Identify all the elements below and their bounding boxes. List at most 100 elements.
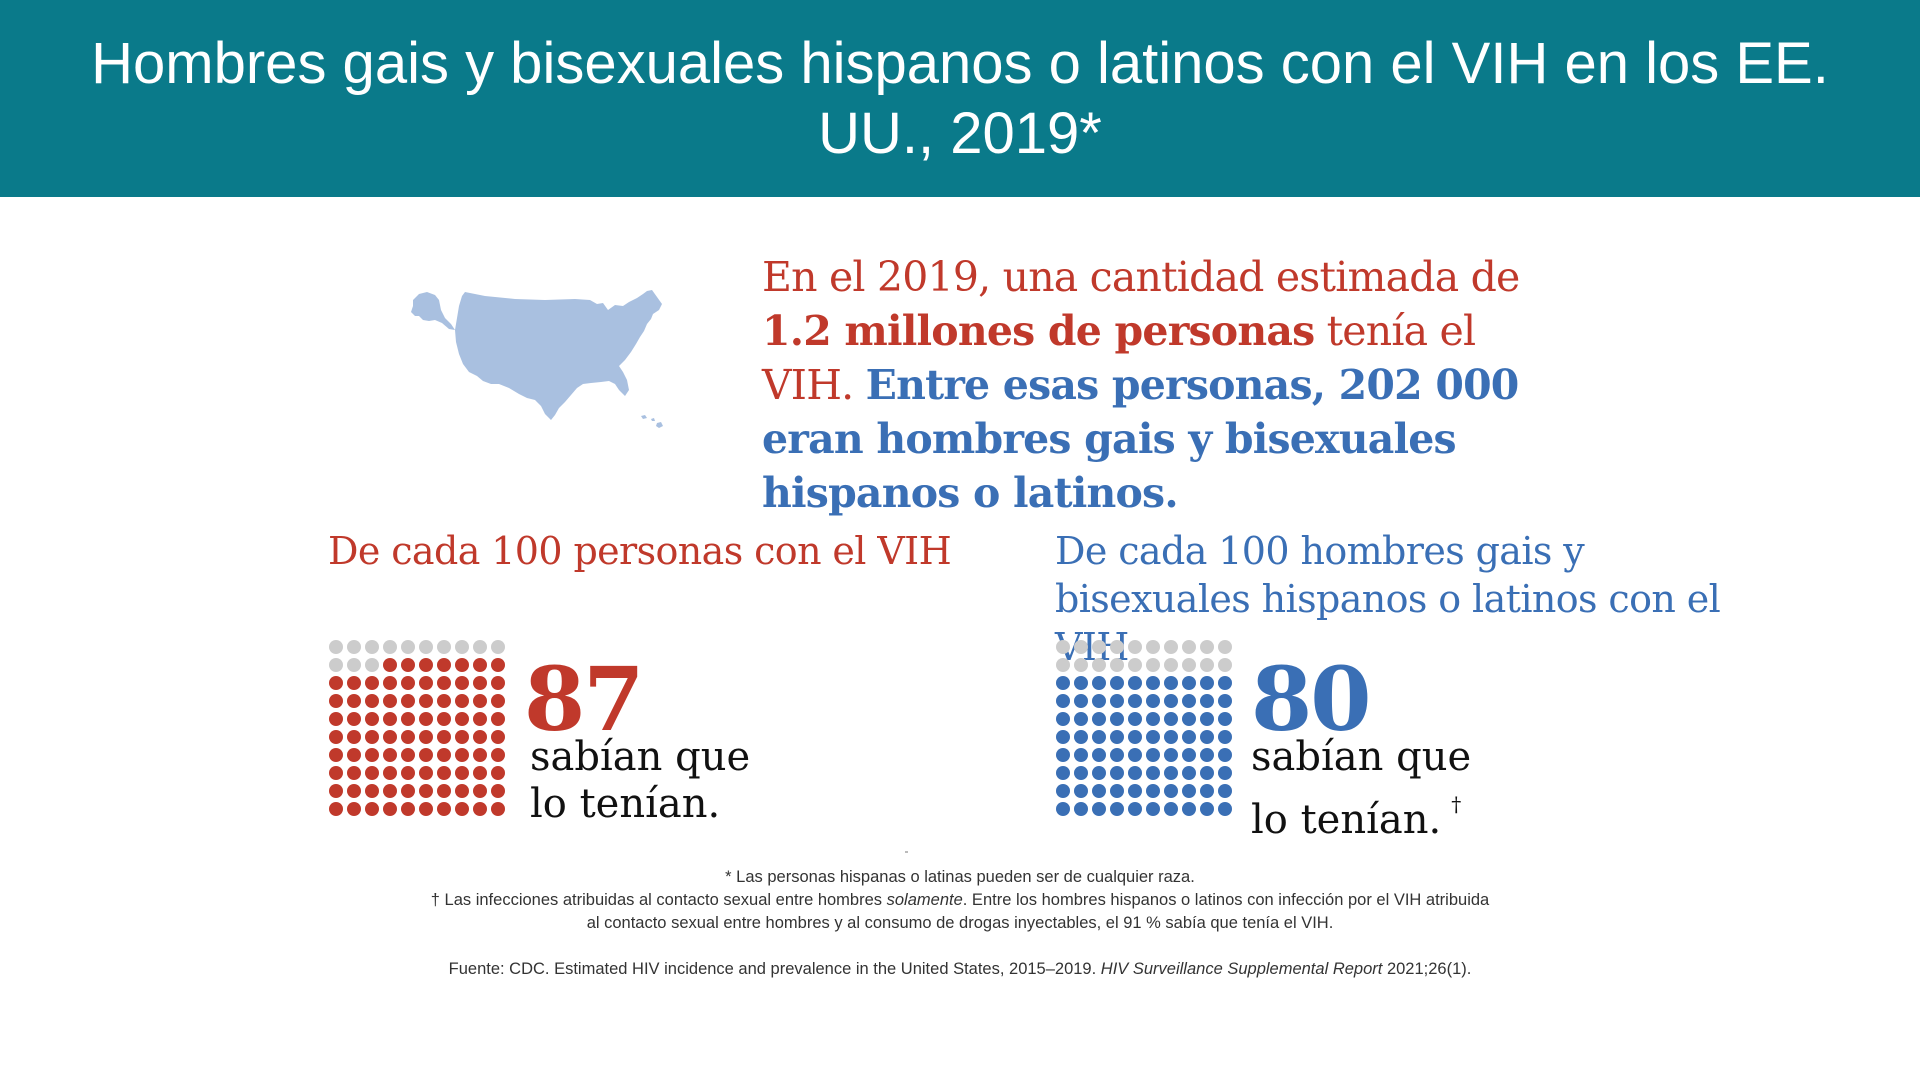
right-filled-dot [1128,748,1142,762]
left-empty-dot [437,640,451,654]
left-filled-dot [401,694,415,708]
left-filled-dot [455,802,469,816]
left-filled-dot [455,694,469,708]
left-filled-dot [329,730,343,744]
right-empty-dot [1056,658,1070,672]
right-filled-dot [1218,730,1232,744]
right-filled-dot [1110,748,1124,762]
right-dot-array [1056,640,1232,816]
left-filled-dot [473,730,487,744]
right-filled-dot [1056,802,1070,816]
left-filled-dot [437,730,451,744]
left-filled-dot [329,802,343,816]
right-filled-dot [1164,694,1178,708]
left-filled-dot [383,766,397,780]
right-empty-dot [1128,658,1142,672]
left-filled-dot [365,712,379,726]
left-filled-dot [347,676,361,690]
left-filled-dot [365,730,379,744]
left-filled-dot [347,712,361,726]
right-filled-dot [1164,784,1178,798]
right-empty-dot [1164,640,1178,654]
right-filled-dot [1164,676,1178,690]
left-filled-dot [419,730,433,744]
right-filled-dot [1074,694,1088,708]
footnote-sexual-emphasis: solamente [886,891,963,909]
right-filled-dot [1200,712,1214,726]
left-filled-dot [365,766,379,780]
left-filled-dot [473,676,487,690]
right-filled-dot [1164,712,1178,726]
left-filled-dot [401,730,415,744]
left-filled-dot [491,766,505,780]
right-filled-dot [1110,694,1124,708]
right-filled-dot [1182,676,1196,690]
left-empty-dot [473,640,487,654]
left-filled-dot [473,784,487,798]
left-filled-dot [365,784,379,798]
left-empty-dot [491,640,505,654]
right-empty-dot [1218,640,1232,654]
right-filled-dot [1110,784,1124,798]
left-filled-dot [401,802,415,816]
right-filled-dot [1146,694,1160,708]
left-filled-dot [347,766,361,780]
intro-text-regular: En el 2019, una cantidad estimada de [762,253,1520,301]
left-filled-dot [455,712,469,726]
alaska-shape [411,292,455,330]
left-filled-dot [491,676,505,690]
left-filled-dot [329,748,343,762]
right-filled-dot [1074,712,1088,726]
right-filled-dot [1056,694,1070,708]
right-filled-dot [1146,802,1160,816]
left-filled-dot [473,712,487,726]
source-text-b: 2021;26(1). [1382,960,1472,978]
left-filled-dot [347,802,361,816]
right-filled-dot [1110,730,1124,744]
right-filled-dot [1182,730,1196,744]
right-filled-dot [1056,712,1070,726]
right-filled-dot [1092,802,1106,816]
left-knew-text: sabían que lo tenían. [530,734,750,828]
right-filled-dot [1110,676,1124,690]
right-empty-dot [1146,658,1160,672]
right-empty-dot [1128,640,1142,654]
right-filled-dot [1200,730,1214,744]
right-filled-dot [1200,766,1214,780]
right-filled-dot [1074,730,1088,744]
left-empty-dot [455,640,469,654]
left-filled-dot [347,748,361,762]
left-filled-dot [455,730,469,744]
page-title: Hombres gais y bisexuales hispanos o lat… [91,30,1829,166]
contiguous-us-shape [455,290,662,420]
right-filled-dot [1164,766,1178,780]
right-filled-dot [1146,784,1160,798]
right-filled-dot [1200,676,1214,690]
right-filled-dot [1218,802,1232,816]
right-filled-dot [1092,748,1106,762]
left-big-number: 87 [524,647,644,751]
right-filled-dot [1182,748,1196,762]
right-filled-dot [1092,766,1106,780]
left-filled-dot [383,712,397,726]
right-empty-dot [1092,640,1106,654]
left-filled-dot [437,694,451,708]
left-filled-dot [437,712,451,726]
left-filled-dot [401,658,415,672]
right-filled-dot [1074,802,1088,816]
right-knew-line-2-text: lo tenían. [1251,797,1442,843]
left-filled-dot [473,694,487,708]
right-filled-dot [1146,748,1160,762]
right-knew-text: sabían que lo tenían. † [1251,734,1471,844]
left-filled-dot [329,712,343,726]
right-filled-dot [1092,730,1106,744]
right-filled-dot [1200,784,1214,798]
left-filled-dot [383,802,397,816]
right-filled-dot [1218,766,1232,780]
right-filled-dot [1128,802,1142,816]
left-filled-dot [437,658,451,672]
intro-paragraph: En el 2019, una cantidad estimada de 1.2… [762,250,1562,520]
right-filled-dot [1182,784,1196,798]
right-filled-dot [1056,730,1070,744]
left-filled-dot [365,802,379,816]
